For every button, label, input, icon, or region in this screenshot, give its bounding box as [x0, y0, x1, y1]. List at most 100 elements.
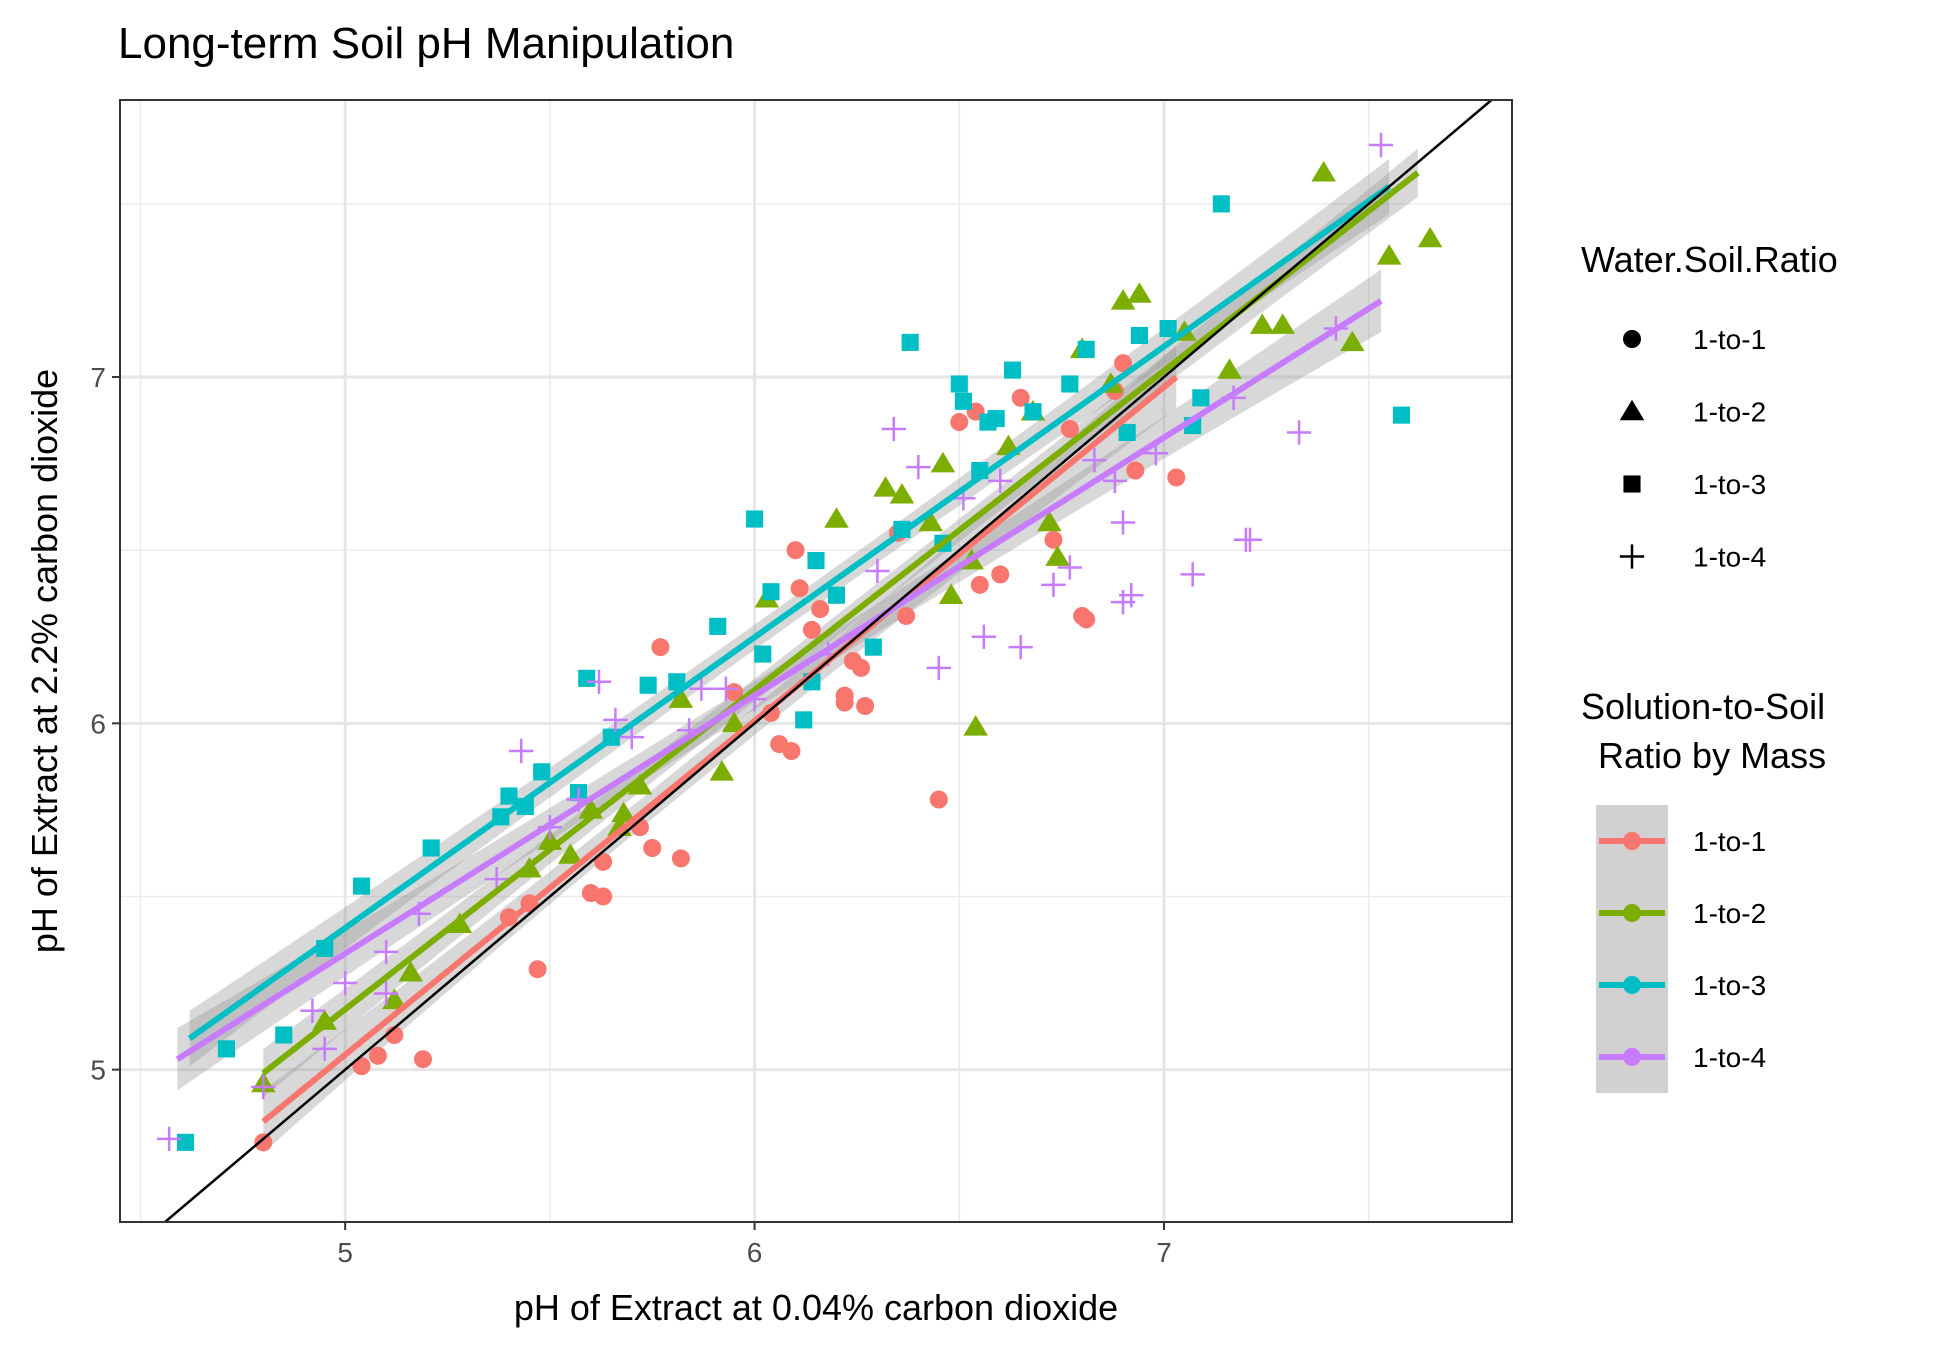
point-plus: [312, 1036, 337, 1062]
legend-color-dot: [1623, 904, 1641, 922]
legend-color-label: 1-to-2: [1693, 898, 1766, 929]
point-square: [762, 583, 780, 601]
point-plus: [156, 1126, 182, 1152]
point-square: [353, 877, 371, 895]
point-triangle: [1127, 282, 1152, 303]
point-square: [709, 617, 727, 635]
point-circle: [897, 606, 916, 625]
point-square: [1392, 406, 1411, 424]
point-triangle: [889, 483, 915, 504]
point-triangle: [1311, 161, 1336, 182]
point-circle: [671, 849, 690, 868]
legend-color-dot: [1623, 832, 1641, 850]
point-circle: [1077, 610, 1096, 629]
point-plus: [1619, 544, 1645, 569]
point-square: [795, 711, 813, 729]
point-plus: [373, 981, 399, 1006]
point-square: [864, 638, 882, 656]
point-square: [1118, 423, 1136, 441]
point-square: [746, 510, 764, 528]
x-axis-label: pH of Extract at 0.04% carbon dioxide: [514, 1287, 1118, 1328]
point-triangle: [918, 510, 943, 532]
legend-color-dot: [1623, 1048, 1641, 1066]
x-tick-label: 7: [1156, 1237, 1172, 1268]
point-triangle: [1110, 289, 1136, 310]
point-triangle: [1376, 244, 1402, 265]
point-circle: [1623, 330, 1641, 348]
point-plus: [1110, 510, 1136, 535]
legend-color-title-line1: Solution-to-Soil: [1581, 686, 1825, 727]
point-plus: [689, 676, 714, 701]
plot-border: [119, 99, 1513, 1223]
point-square: [950, 375, 968, 393]
point-triangle: [1045, 545, 1070, 566]
point-square: [1192, 389, 1210, 407]
point-plus: [713, 676, 739, 701]
point-plus: [1057, 555, 1082, 580]
point-square: [1077, 340, 1095, 358]
point-square: [217, 1040, 235, 1058]
point-square: [954, 392, 972, 410]
point-triangle: [1340, 330, 1365, 352]
legend-shape-label: 1-to-3: [1693, 469, 1766, 500]
point-plus: [484, 867, 509, 892]
point-square: [807, 552, 825, 570]
point-circle: [782, 742, 801, 761]
point-triangle: [627, 773, 653, 795]
point-circle: [1011, 388, 1030, 407]
point-plus: [1041, 572, 1066, 597]
point-triangle: [558, 843, 583, 864]
point-triangle: [1037, 510, 1062, 532]
point-plus: [971, 624, 997, 649]
y-tick-label: 7: [90, 362, 106, 393]
point-plus: [1237, 527, 1263, 552]
point-square: [176, 1133, 195, 1151]
legend-color-label: 1-to-3: [1693, 970, 1766, 1001]
y-axis-label: pH of Extract at 2.2% carbon dioxide: [24, 369, 65, 953]
point-triangle: [1249, 313, 1275, 334]
point-square: [1159, 320, 1177, 338]
point-square: [1061, 375, 1079, 393]
legend-color-label: 1-to-1: [1693, 826, 1766, 857]
legend-color-label: 1-to-4: [1693, 1042, 1766, 1073]
point-square: [533, 763, 551, 781]
point-square: [987, 410, 1005, 428]
fit-lines: [175, 170, 1420, 1124]
point-triangle: [1417, 226, 1443, 248]
point-triangle: [709, 760, 735, 781]
point-square: [639, 676, 657, 694]
point-circle: [929, 790, 948, 809]
point-plus: [1180, 562, 1205, 587]
point-circle: [254, 1133, 273, 1152]
point-circle: [651, 638, 670, 657]
point-square: [1003, 361, 1022, 379]
point-triangle: [1217, 358, 1242, 379]
point-square: [1024, 403, 1042, 421]
point-triangle: [963, 715, 988, 736]
point-plus: [509, 738, 534, 764]
point-triangle: [873, 476, 898, 497]
point-circle: [1044, 530, 1063, 549]
point-triangle: [1619, 399, 1645, 421]
point-square: [1623, 475, 1641, 493]
point-triangle: [1270, 313, 1296, 334]
fit-line: [187, 184, 1391, 1041]
point-circle: [1114, 354, 1133, 373]
point-triangle: [611, 801, 636, 823]
point-circle: [856, 697, 875, 716]
point-triangle: [668, 687, 694, 708]
point-plus: [926, 655, 951, 681]
point-square: [275, 1026, 293, 1044]
legend-color: Solution-to-Soil Ratio by Mass 1-to-1 1-t…: [1581, 686, 1826, 1093]
point-plus: [333, 970, 358, 996]
chart-title: Long-term Soil pH Manipulation: [118, 19, 734, 68]
point-circle: [368, 1046, 387, 1065]
point-plus: [603, 707, 628, 733]
point-square: [578, 669, 596, 687]
y-axis-ticks: 5 6 7: [90, 362, 120, 1086]
point-circle: [950, 413, 969, 432]
point-plus: [619, 725, 644, 750]
point-plus: [251, 1074, 276, 1100]
point-triangle: [312, 1009, 337, 1030]
point-plus: [373, 939, 399, 965]
